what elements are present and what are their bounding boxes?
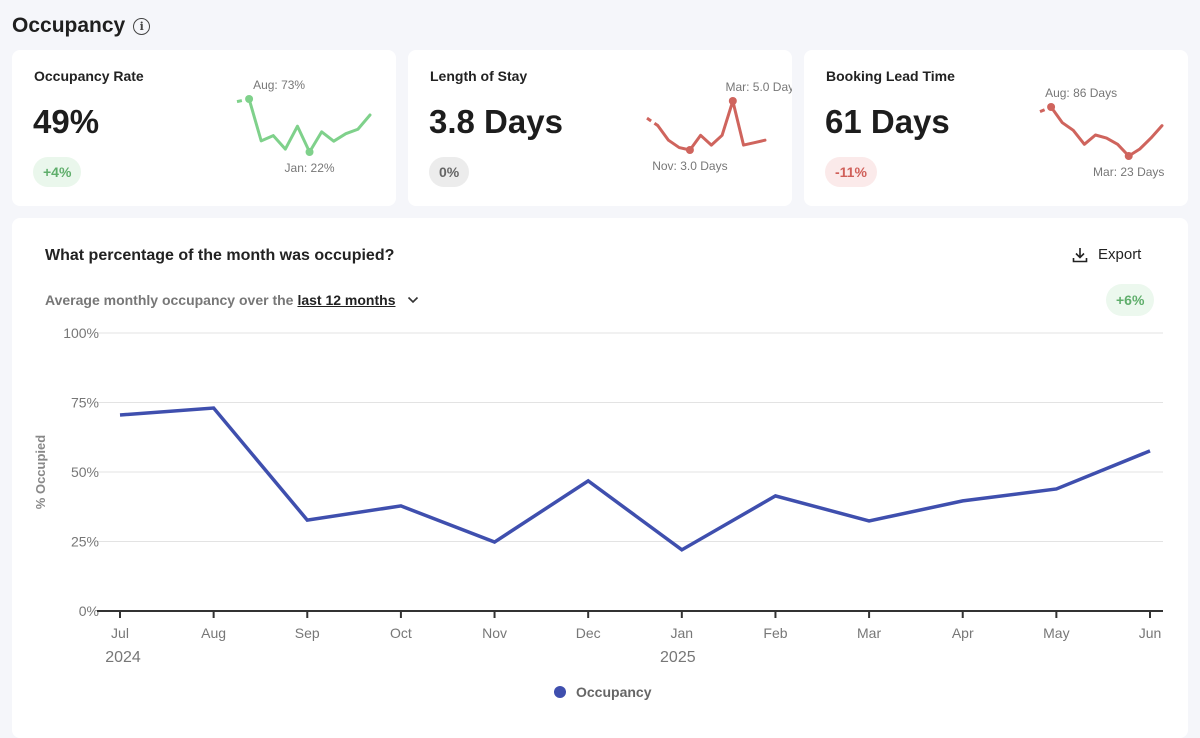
x-tick-label: Aug [201, 625, 226, 641]
sparkline-min-label: Mar: 23 Days [1093, 165, 1164, 179]
length-of-stay-sparkline: Mar: 5.0 Days Nov: 3.0 Days [646, 80, 792, 173]
series-line-occupancy [119, 406, 1151, 552]
data-point[interactable] [395, 500, 407, 512]
sparkline-path [1049, 105, 1164, 158]
data-point[interactable] [1050, 483, 1062, 495]
sparkline-min-label: Jan: 22% [285, 161, 335, 175]
legend-marker [554, 686, 566, 698]
x-tick-label: Apr [952, 625, 974, 641]
x-tick-label: May [1043, 625, 1069, 641]
export-label: Export [1098, 246, 1142, 263]
card-title: Occupancy Rate [34, 68, 144, 84]
change-badge: +4% [33, 157, 82, 187]
data-point[interactable] [957, 495, 969, 507]
data-point[interactable] [114, 409, 126, 421]
y-tick-label: 100% [63, 325, 99, 341]
sparkline-max-label: Mar: 5.0 Days [725, 80, 792, 94]
x-tick-label: Mar [857, 625, 881, 641]
info-icon[interactable]: i [133, 17, 151, 35]
x-tick-label: Sep [295, 625, 320, 641]
sparkline-partial-segment [646, 116, 659, 127]
sparkline-min-point [1124, 152, 1133, 160]
data-point[interactable] [863, 515, 875, 527]
download-icon [1072, 247, 1088, 262]
booking-lead-time-sparkline: Aug: 86 Days Mar: 23 Days [1039, 86, 1164, 179]
y-tick-label: 75% [71, 395, 99, 411]
data-point[interactable] [582, 475, 594, 487]
sparkline-min-point [305, 148, 314, 156]
chevron-down-icon[interactable] [407, 293, 419, 307]
sparkline-max-label: Aug: 73% [253, 78, 305, 92]
card-length-of-stay: Length of Stay 3.8 Days 0% Mar: 5.0 Days… [408, 50, 792, 206]
y-tick-label: 25% [71, 534, 99, 550]
occupancy-chart-panel: What percentage of the month was occupie… [12, 218, 1188, 738]
data-point[interactable] [208, 402, 220, 414]
x-tick-label: Jun [1139, 625, 1162, 641]
sparkline-min-point [685, 146, 694, 154]
data-point[interactable] [769, 490, 781, 502]
data-point[interactable] [1144, 445, 1156, 457]
x-tick-label: Nov [482, 625, 507, 641]
sparkline-max-point [245, 95, 254, 103]
chart-subtitle: Average monthly occupancy over the last … [45, 292, 419, 308]
card-title: Length of Stay [430, 68, 528, 84]
page-title: Occupancy i [12, 14, 151, 38]
x-tick-label: Jul [111, 625, 129, 641]
change-badge: -11% [825, 157, 877, 187]
chart-title: What percentage of the month was occupie… [45, 247, 395, 264]
year-label: 2024 [105, 649, 141, 666]
card-value: 3.8 Days [429, 103, 563, 140]
export-button[interactable]: Export [1072, 246, 1141, 263]
sparkline-min-label: Nov: 3.0 Days [652, 159, 727, 173]
year-label: 2025 [660, 649, 696, 666]
data-point[interactable] [301, 514, 313, 526]
data-point[interactable] [489, 536, 501, 548]
x-tick-label: Oct [390, 625, 412, 641]
sparkline-max-point [728, 97, 737, 105]
sparkline-path [247, 97, 372, 154]
legend-label[interactable]: Occupancy [576, 684, 652, 700]
y-axis-label: % Occupied [33, 435, 48, 509]
y-tick-label: 0% [79, 603, 99, 619]
y-tick-label: 50% [71, 464, 99, 480]
x-tick-label: Dec [576, 625, 601, 641]
x-tick-label: Feb [763, 625, 787, 641]
card-value: 49% [33, 103, 100, 140]
occupancy-line-chart: 0% 25% 50% 75% 100% % Occupied Jul Aug Sep Oct Nov… [33, 325, 1163, 700]
change-badge: 0% [429, 157, 470, 187]
subtitle-prefix: Average monthly occupancy over the [45, 292, 294, 308]
range-dropdown[interactable]: last 12 months [297, 292, 396, 308]
sparkline-max-label: Aug: 86 Days [1045, 86, 1117, 100]
page-title-text: Occupancy [12, 14, 126, 37]
card-value: 61 Days [825, 103, 950, 140]
data-point[interactable] [676, 544, 688, 556]
sparkline-path [656, 99, 767, 152]
occupancy-sparkline: Aug: 73% Jan: 22% [236, 78, 372, 175]
trend-badge: +6% [1106, 284, 1155, 316]
sparkline-max-point [1047, 103, 1056, 111]
x-tick-label: Jan [671, 625, 694, 641]
card-title: Booking Lead Time [826, 68, 955, 84]
card-booking-lead-time: Booking Lead Time 61 Days -11% Aug: 86 D… [804, 50, 1188, 206]
card-occupancy-rate: Occupancy Rate 49% +4% Aug: 73% Jan: 22% [12, 50, 396, 206]
